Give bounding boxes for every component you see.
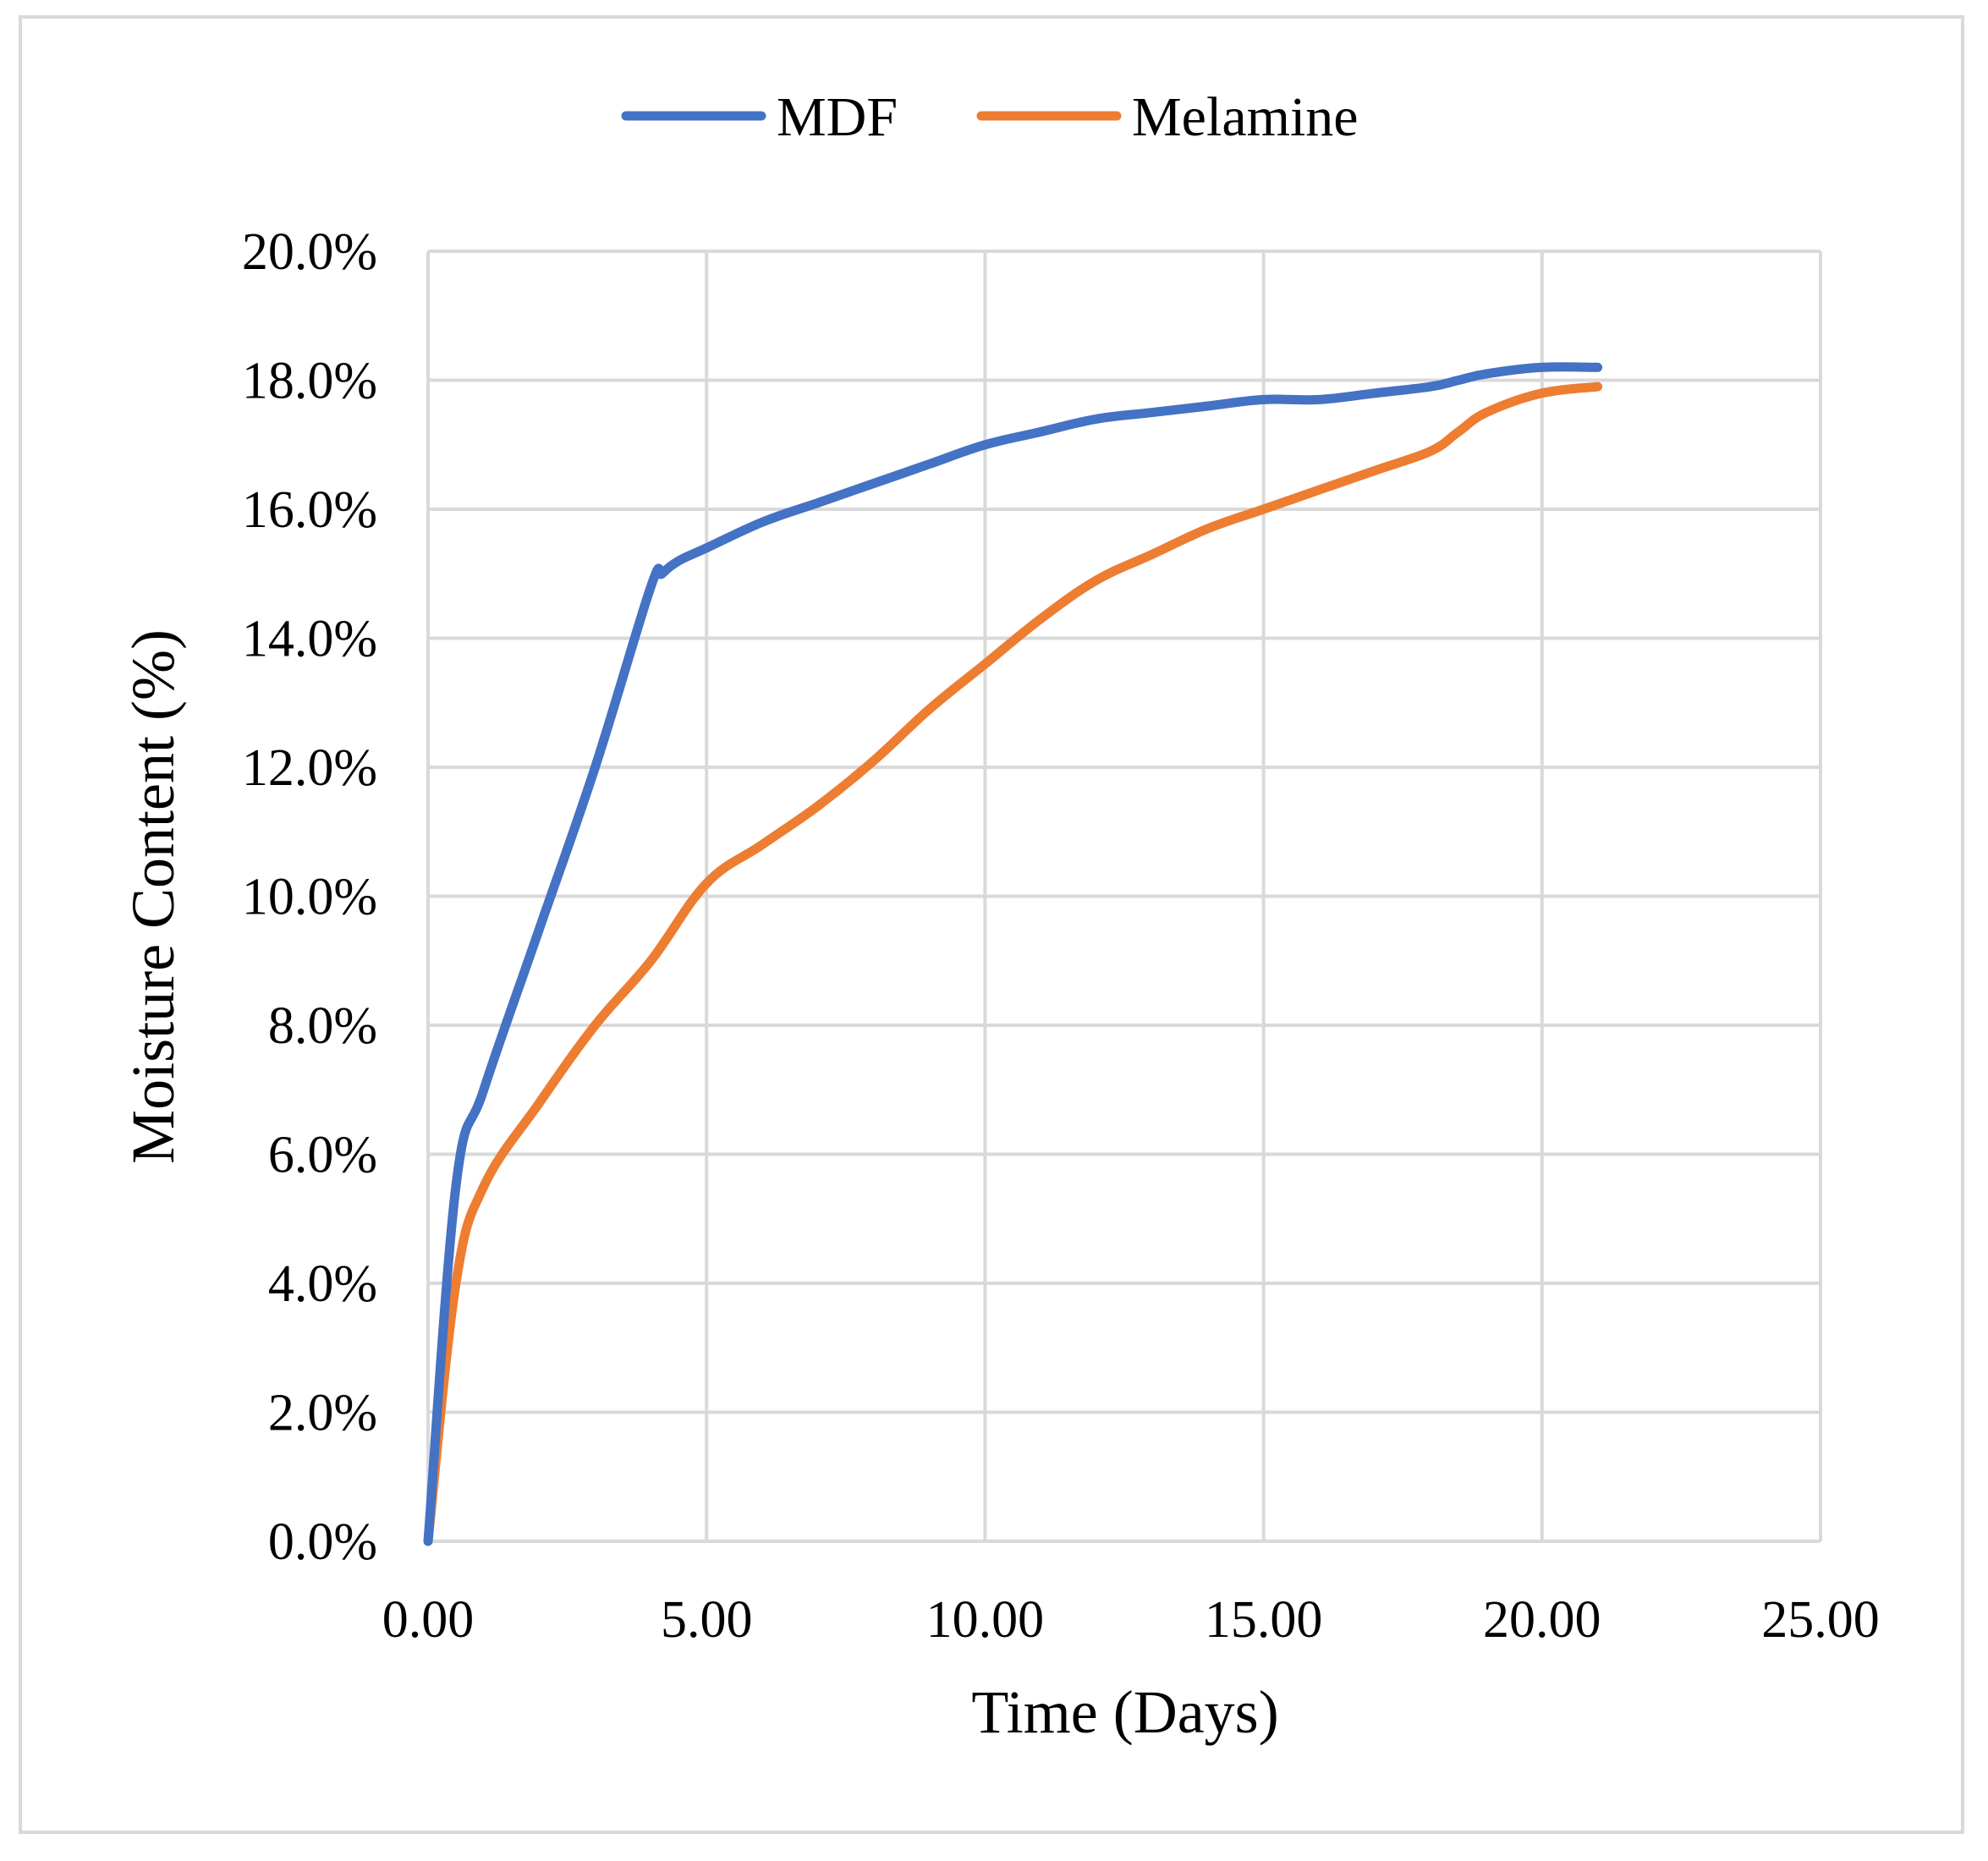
x-tick-label: 15.00 — [1205, 1591, 1323, 1649]
x-tick-label: 0.00 — [382, 1591, 475, 1649]
y-tick-label: 12.0% — [242, 739, 377, 797]
x-tick-label: 10.00 — [926, 1591, 1045, 1649]
legend[interactable]: MDF Melamine — [621, 86, 1359, 148]
legend-label-mdf: MDF — [777, 86, 898, 148]
y-tick-label: 10.0% — [242, 869, 377, 926]
gridlines — [428, 250, 1822, 1543]
y-tick-label: 16.0% — [242, 481, 377, 539]
axes — [426, 251, 1821, 1543]
series-line-melamine — [423, 382, 1603, 1546]
y-tick-label: 18.0% — [242, 353, 377, 410]
y-tick-label: 4.0% — [268, 1255, 377, 1313]
x-tick-label: 20.00 — [1483, 1591, 1601, 1649]
y-tick-label: 14.0% — [242, 611, 377, 668]
y-tick-label: 2.0% — [268, 1385, 377, 1442]
series-lines — [423, 362, 1603, 1546]
y-tick-label: 8.0% — [268, 997, 377, 1055]
tick-labels: 0.0% 2.0% 4.0% 6.0% 8.0% 10.0% 12.0% 14.0% 16.0%… — [242, 223, 1880, 1649]
x-axis-title: Time (Days) — [971, 1678, 1278, 1746]
y-tick-label: 20.0% — [242, 223, 377, 281]
y-tick-label: 0.0% — [268, 1513, 377, 1571]
legend-label-melamine: Melamine — [1132, 86, 1359, 148]
x-tick-label: 25.00 — [1761, 1591, 1880, 1649]
series-line-mdf — [423, 362, 1603, 1546]
chart-frame — [19, 15, 1964, 1834]
y-tick-label: 6.0% — [268, 1127, 377, 1184]
x-tick-label: 5.00 — [661, 1591, 753, 1649]
y-axis-title: Moisture Content (%) — [119, 629, 187, 1164]
